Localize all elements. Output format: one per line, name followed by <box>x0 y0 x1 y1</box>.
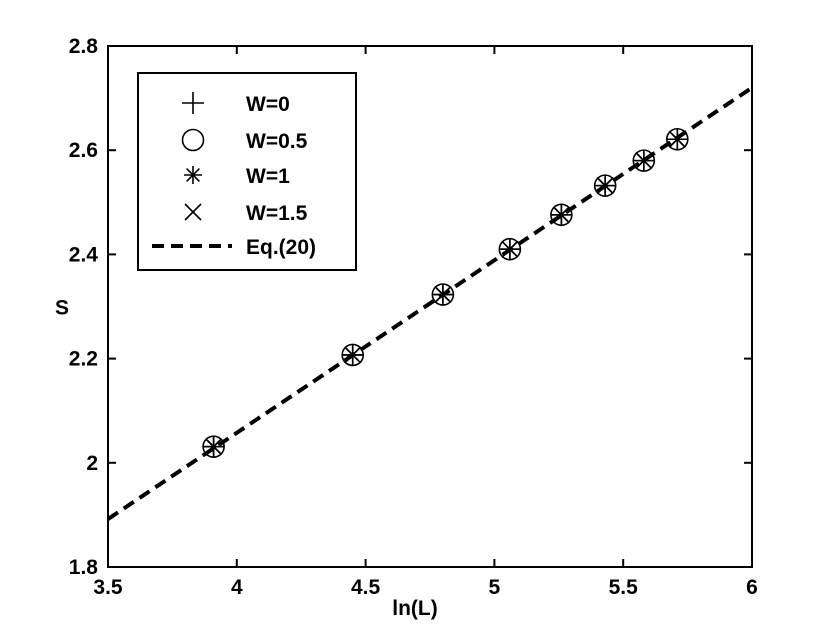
legend-marker-asterisk <box>184 166 202 184</box>
legend-label: W=1.5 <box>246 202 308 225</box>
point-cross <box>552 206 570 224</box>
x-tick-label: 3.5 <box>93 576 123 599</box>
point-cross <box>344 346 362 364</box>
y-tick-label: 1.8 <box>69 556 99 579</box>
y-tick-label: 2.4 <box>69 243 99 266</box>
point-circle-ring <box>593 174 617 197</box>
point-cross <box>501 240 519 258</box>
point-cross-b <box>668 130 686 148</box>
point-circle-ring <box>431 283 455 306</box>
legend-marker-circle <box>181 128 205 152</box>
point-cross <box>596 177 614 195</box>
legend-marker-cross <box>184 203 202 221</box>
point-circle <box>431 283 455 306</box>
point-circle-ring <box>202 435 225 458</box>
point-circle <box>665 127 689 151</box>
series-line-eq20 <box>106 86 754 521</box>
legend-marker-circle-ring <box>181 128 205 152</box>
y-tick-label: 2.8 <box>69 35 99 58</box>
point-cross <box>668 130 686 148</box>
point-circle <box>550 203 573 227</box>
point-cross-b <box>205 438 223 456</box>
x-tick-label: 4 <box>231 576 243 599</box>
point-cross-b <box>596 177 614 195</box>
y-tick-label: 2 <box>86 452 98 475</box>
point-circle <box>593 174 617 197</box>
legend-marker-plus <box>182 92 204 114</box>
legend-label: W=1 <box>246 165 290 188</box>
x-tick-label: 5 <box>489 576 501 599</box>
x-axis-label: ln(L) <box>392 597 437 620</box>
point-circle-ring <box>498 237 522 261</box>
point-circle-ring <box>665 127 689 151</box>
plot-area <box>106 86 754 521</box>
legend-marker-asterisk-b <box>186 168 200 182</box>
point-cross-b <box>552 206 570 224</box>
legend-label: Eq.(20) <box>246 236 316 259</box>
plot-frame <box>107 45 753 568</box>
point-cross-b <box>501 240 519 258</box>
point-cross <box>434 285 452 304</box>
legend: W=0 W=0.5 W=1 W=1.5 Eq.(20) <box>137 72 357 271</box>
point-circle-ring <box>550 203 573 227</box>
legend-box <box>137 72 357 271</box>
axis-ticks: 3.5 4 4.5 5 5.5 6 1.8 2 2.2 2.4 2.6 2.8 <box>69 35 758 599</box>
legend-label: W=0.5 <box>246 130 308 153</box>
point-circle <box>632 149 656 172</box>
legend-label: W=0 <box>246 93 290 116</box>
y-axis-label: S <box>55 297 69 320</box>
point-cross <box>635 152 653 170</box>
point-circle-ring <box>632 149 656 172</box>
point-cross-b <box>434 285 452 304</box>
x-tick-label: 4.5 <box>351 576 381 599</box>
point-cross <box>205 438 223 456</box>
y-tick-label: 2.2 <box>69 348 98 371</box>
x-tick-label: 5.5 <box>609 576 639 599</box>
point-circle <box>498 237 522 261</box>
point-circle <box>202 435 225 458</box>
y-tick-label: 2.6 <box>69 139 98 162</box>
point-cross-b <box>635 152 653 170</box>
legend-marker-cross-b <box>184 203 202 221</box>
point-cross-b <box>344 346 362 364</box>
x-tick-label: 6 <box>746 576 758 599</box>
point-circle-ring <box>341 343 365 367</box>
point-circle <box>341 343 365 367</box>
